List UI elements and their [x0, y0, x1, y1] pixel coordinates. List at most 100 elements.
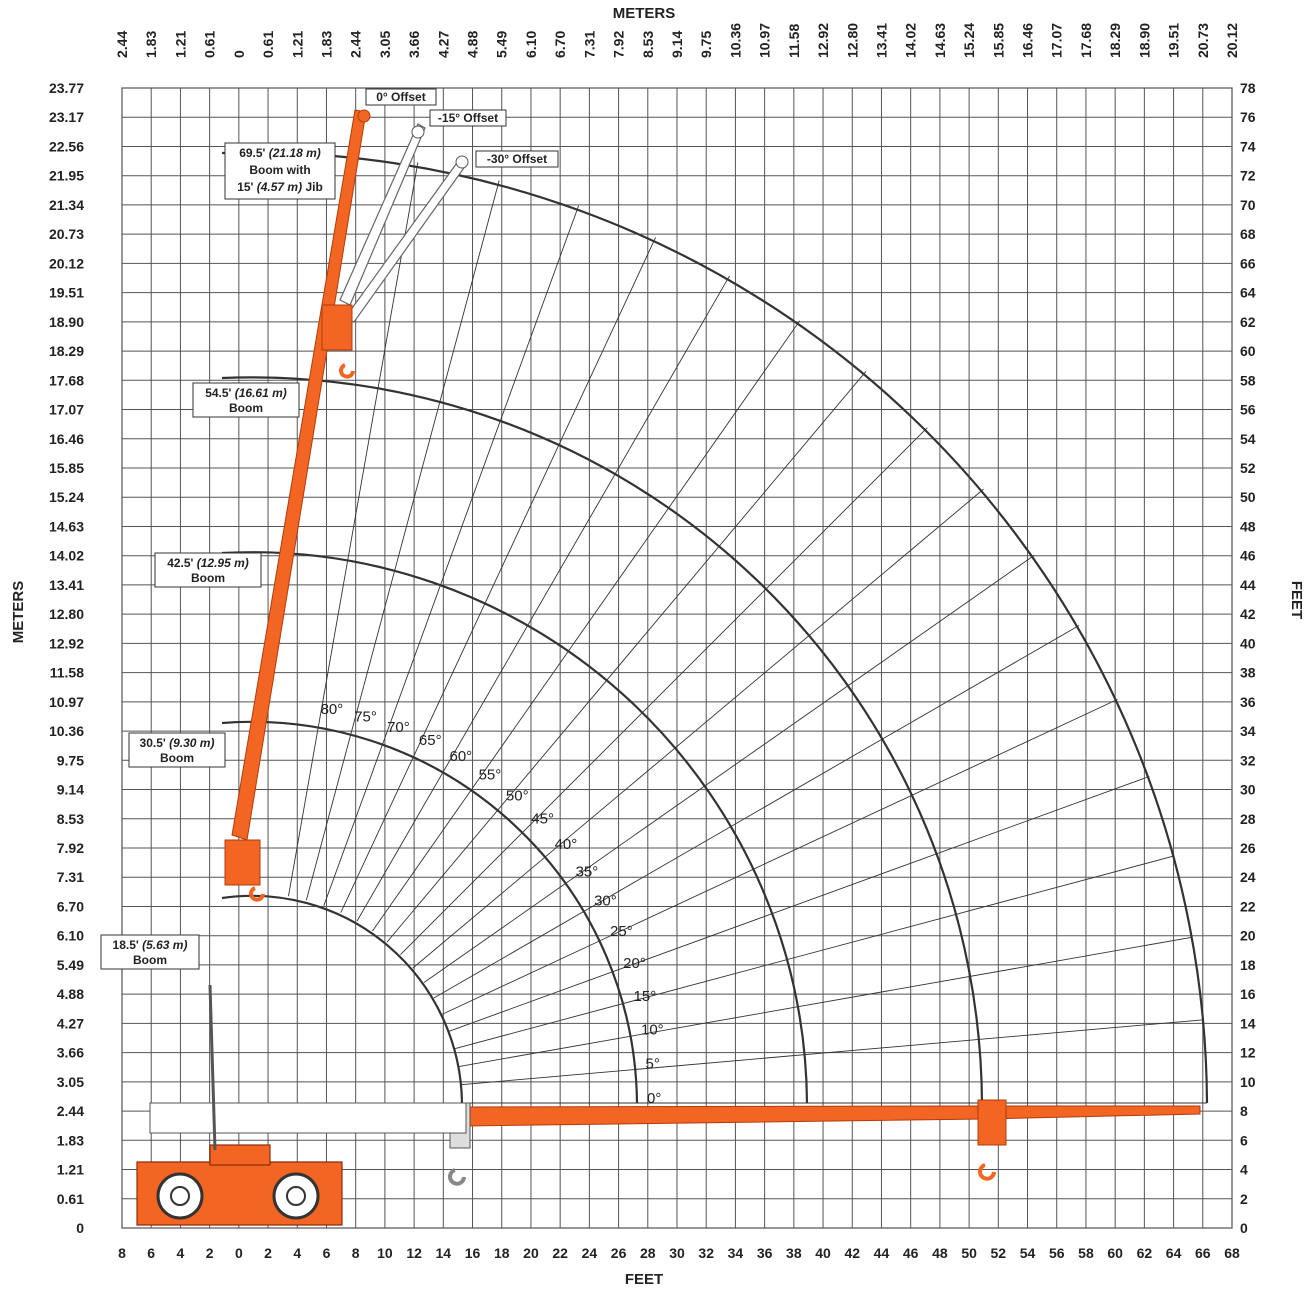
left-tick-label: 15.24 [49, 489, 84, 505]
angle-ray [454, 855, 1175, 1050]
right-tick-label: 42 [1240, 606, 1256, 622]
right-tick-label: 0 [1240, 1220, 1248, 1236]
left-tick-label: 7.31 [57, 869, 84, 885]
right-tick-label: 2 [1240, 1191, 1248, 1207]
top-tick-label: 1.83 [318, 31, 334, 58]
offset-15-label: -15° Offset [438, 111, 498, 125]
left-tick-label: 19.51 [49, 285, 84, 301]
top-tick-label: 18.90 [1136, 23, 1152, 58]
angle-ray [412, 488, 984, 969]
bottom-tick-label: 20 [523, 1245, 539, 1261]
right-tick-label: 62 [1240, 314, 1256, 330]
left-tick-label: 23.77 [49, 80, 84, 96]
bottom-tick-label: 44 [874, 1245, 890, 1261]
bottom-tick-label: 32 [698, 1245, 714, 1261]
angle-label: 65° [419, 732, 442, 749]
left-tick-label: 4.88 [57, 986, 84, 1002]
angle-label: 15° [634, 988, 657, 1005]
left-tick-label: 18.29 [49, 343, 84, 359]
right-axis-title: FEET [1288, 581, 1305, 619]
top-tick-label: 16.46 [1020, 23, 1036, 58]
bottom-tick-label: 0 [235, 1245, 243, 1261]
left-tick-label: 9.14 [57, 782, 84, 798]
top-tick-label: 4.88 [465, 31, 481, 58]
right-tick-label: 48 [1240, 518, 1256, 534]
right-tick-label: 72 [1240, 168, 1256, 184]
bottom-tick-label: 6 [147, 1245, 155, 1261]
bottom-tick-label: 2 [264, 1245, 272, 1261]
bottom-tick-label: 12 [406, 1245, 422, 1261]
top-tick-label: 13.41 [873, 23, 889, 58]
angle-ray [458, 936, 1193, 1067]
right-tick-label: 46 [1240, 548, 1256, 564]
hook-mid [249, 886, 265, 902]
callout-425-line2: Boom [191, 571, 225, 585]
top-tick-label: 9.75 [698, 31, 714, 58]
left-tick-label: 10.97 [49, 694, 84, 710]
right-tick-label: 10 [1240, 1074, 1256, 1090]
callout-425-line1: 42.5' (12.95 m) [167, 556, 249, 570]
jib-offset-labels: 0° Offset -15° Offset -30° Offset [365, 88, 559, 168]
angle-ray [288, 162, 419, 897]
left-tick-label: 7.92 [57, 840, 84, 856]
bottom-tick-label: 64 [1166, 1245, 1182, 1261]
left-tick-label: 22.56 [49, 138, 84, 154]
bottom-tick-label: 22 [552, 1245, 568, 1261]
grid-lines [121, 87, 1233, 1229]
bottom-tick-label: 52 [991, 1245, 1007, 1261]
angle-label: 25° [610, 923, 633, 940]
left-tick-label: 15.85 [49, 460, 84, 476]
left-tick-label: 2.44 [57, 1103, 84, 1119]
bottom-tick-label: 10 [377, 1245, 393, 1261]
jib-tip-0 [357, 109, 371, 123]
angle-ray [449, 775, 1150, 1032]
top-tick-label: 9.14 [669, 31, 685, 58]
offset-30-box [475, 150, 559, 168]
left-tick-label: 21.34 [49, 197, 84, 213]
offset-0-box [365, 88, 437, 106]
bottom-tick-label: 4 [293, 1245, 301, 1261]
top-tick-label: 7.31 [581, 31, 597, 58]
axis-ticks: 8 2.44 6 1.83 4 1.21 2 0.61 0 0 2 0.61 4 1.21 6 1.83 8 2.… [49, 23, 1256, 1261]
left-tick-label: 20.12 [49, 255, 84, 271]
bottom-tick-label: 68 [1224, 1245, 1240, 1261]
top-tick-label: 20.12 [1224, 23, 1240, 58]
angle-ray [461, 1019, 1204, 1086]
callout-185-line1: 18.5' (5.63 m) [113, 938, 188, 952]
right-tick-label: 38 [1240, 665, 1256, 681]
top-tick-label: 3.66 [406, 31, 422, 58]
top-tick-label: 20.73 [1195, 23, 1211, 58]
jib-offset-30 [344, 159, 467, 323]
right-tick-label: 32 [1240, 752, 1256, 768]
callout-185-box [100, 934, 200, 970]
right-tick-label: 14 [1240, 1015, 1256, 1031]
callout-305-line2: Boom [160, 751, 194, 765]
boom-angle-rays [288, 162, 1207, 1104]
top-axis-title: METERS [613, 5, 676, 22]
hook-left [448, 1168, 466, 1186]
bottom-tick-label: 50 [961, 1245, 977, 1261]
bottom-tick-label: 46 [903, 1245, 919, 1261]
angle-ray [433, 625, 1080, 999]
top-tick-label: 8.53 [640, 31, 656, 58]
bottom-tick-label: 48 [932, 1245, 948, 1261]
top-tick-label: 19.51 [1166, 23, 1182, 58]
top-tick-label: 12.92 [815, 23, 831, 58]
angle-label: 45° [531, 811, 554, 828]
bottom-tick-label: 2 [206, 1245, 214, 1261]
bottom-tick-label: 14 [436, 1245, 452, 1261]
left-tick-label: 23.17 [49, 109, 84, 125]
bottom-tick-label: 42 [844, 1245, 860, 1261]
left-tick-label: 11.58 [50, 665, 84, 681]
left-tick-label: 10.36 [49, 723, 84, 739]
right-tick-label: 34 [1240, 723, 1256, 739]
bottom-tick-label: 54 [1020, 1245, 1036, 1261]
hook-block-mid [224, 839, 261, 886]
boom-length-arc [221, 376, 984, 1104]
wheel-right-hub [286, 1186, 306, 1206]
right-tick-label: 4 [1240, 1162, 1248, 1178]
right-tick-label: 12 [1240, 1045, 1256, 1061]
right-tick-label: 56 [1240, 402, 1256, 418]
hook-block-right [977, 1099, 1007, 1146]
